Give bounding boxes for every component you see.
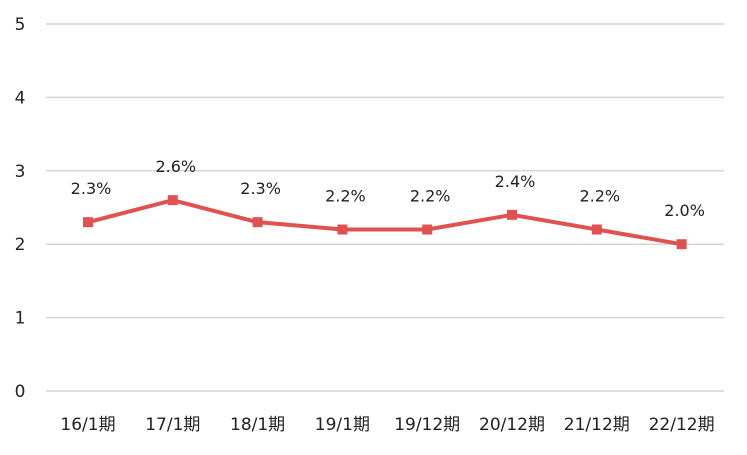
data-label: 2.2% xyxy=(579,187,620,206)
data-point-marker xyxy=(337,224,348,235)
y-tick-label: 3 xyxy=(15,162,26,182)
x-tick-label: 17/1期 xyxy=(145,415,200,435)
series-line xyxy=(87,198,682,247)
y-tick-label: 1 xyxy=(15,309,26,329)
data-point-marker xyxy=(252,217,263,228)
data-labels: 2.3% 2.6% 2.3% 2.2% 2.2% 2.4% 2.2% 2.0% xyxy=(71,157,705,220)
x-tick-label: 19/1期 xyxy=(315,415,370,435)
x-axis-tick-labels: 16/1期 17/1期 18/1期 19/1期 19/12期 20/12期 21/12期 22… xyxy=(60,415,714,435)
data-label: 2.6% xyxy=(155,157,196,176)
y-tick-label: 0 xyxy=(15,382,26,402)
series-line-group xyxy=(87,198,682,247)
x-tick-label: 18/1期 xyxy=(230,415,285,435)
data-point-marker xyxy=(83,217,93,228)
y-tick-label: 4 xyxy=(15,88,26,108)
data-point-marker xyxy=(507,209,517,220)
x-tick-label: 22/12期 xyxy=(649,415,715,435)
y-tick-label: 2 xyxy=(15,235,26,255)
y-axis-tick-labels: 0 1 2 3 4 5 xyxy=(15,15,26,402)
data-label: 2.3% xyxy=(71,179,112,198)
data-label: 2.3% xyxy=(240,179,281,198)
x-tick-label: 21/12期 xyxy=(564,415,630,435)
x-tick-label: 16/1期 xyxy=(60,415,115,435)
data-label: 2.4% xyxy=(495,172,536,191)
data-point-marker xyxy=(422,224,433,235)
y-tick-label: 5 xyxy=(15,15,26,35)
x-tick-label: 19/12期 xyxy=(394,415,460,435)
data-label: 2.2% xyxy=(410,187,451,206)
data-point-marker xyxy=(167,195,178,206)
data-point-marker xyxy=(676,239,687,250)
data-label: 2.0% xyxy=(664,201,705,220)
data-point-marker xyxy=(591,224,602,235)
gridlines xyxy=(46,23,724,392)
x-tick-label: 20/12期 xyxy=(479,415,545,435)
series-markers xyxy=(83,195,687,250)
data-label: 2.2% xyxy=(325,187,366,206)
